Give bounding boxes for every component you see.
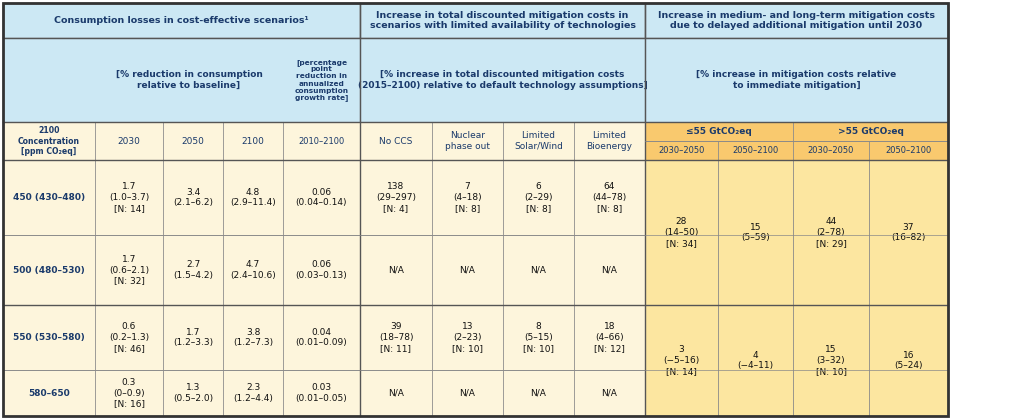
- Text: 44
(2–78)
[N: 29]: 44 (2–78) [N: 29]: [815, 217, 846, 248]
- Bar: [645, 370, 718, 416]
- Bar: [793, 305, 869, 370]
- Bar: [718, 305, 793, 416]
- Bar: [645, 141, 718, 160]
- Text: >55 GtCO₂eq: >55 GtCO₂eq: [838, 127, 904, 136]
- Bar: [360, 370, 432, 416]
- Bar: [96, 160, 163, 235]
- Bar: [163, 305, 223, 370]
- Bar: [163, 160, 223, 235]
- Text: 13
(2–23)
[N: 10]: 13 (2–23) [N: 10]: [452, 322, 483, 353]
- Text: 500 (480–530): 500 (480–530): [13, 266, 85, 274]
- Text: 450 (430–480): 450 (430–480): [13, 193, 85, 202]
- Bar: [3, 3, 360, 38]
- Text: 39
(18–78)
[N: 11]: 39 (18–78) [N: 11]: [379, 322, 413, 353]
- Bar: [223, 305, 283, 370]
- Text: 2030–2050: 2030–2050: [808, 146, 854, 155]
- Text: N/A: N/A: [459, 266, 476, 274]
- Text: 4
(−4–11): 4 (−4–11): [737, 351, 773, 370]
- Text: 1.7
(0.6–2.1)
[N: 32]: 1.7 (0.6–2.1) [N: 32]: [109, 255, 149, 285]
- Bar: [869, 141, 948, 160]
- Text: 2.3
(1.2–4.4): 2.3 (1.2–4.4): [233, 383, 273, 403]
- Text: 0.04
(0.01–0.09): 0.04 (0.01–0.09): [296, 328, 347, 347]
- Bar: [3, 370, 96, 416]
- Text: 550 (530–580): 550 (530–580): [13, 333, 85, 342]
- Bar: [3, 160, 96, 235]
- Text: 1.7
(1.2–3.3): 1.7 (1.2–3.3): [173, 328, 213, 347]
- Bar: [503, 122, 574, 160]
- Text: N/A: N/A: [531, 266, 546, 274]
- Bar: [503, 160, 574, 235]
- Bar: [869, 160, 948, 305]
- Text: 3.4
(2.1–6.2): 3.4 (2.1–6.2): [173, 188, 213, 207]
- Bar: [360, 235, 432, 305]
- Bar: [432, 305, 503, 370]
- Bar: [283, 160, 360, 235]
- Text: No CCS: No CCS: [379, 137, 413, 145]
- Bar: [869, 305, 948, 370]
- Bar: [574, 370, 645, 416]
- Bar: [645, 160, 718, 235]
- Bar: [793, 305, 869, 416]
- Bar: [283, 122, 360, 160]
- Bar: [793, 160, 869, 235]
- Text: 2050–2100: 2050–2100: [885, 146, 931, 155]
- Text: 2030: 2030: [117, 137, 141, 145]
- Text: 2050–2100: 2050–2100: [732, 146, 778, 155]
- Text: N/A: N/A: [388, 266, 404, 274]
- Bar: [223, 122, 283, 160]
- Bar: [645, 235, 718, 305]
- Text: Limited
Solar/Wind: Limited Solar/Wind: [515, 131, 563, 151]
- Bar: [718, 370, 793, 416]
- Text: N/A: N/A: [602, 266, 617, 274]
- Bar: [718, 235, 793, 305]
- Text: 37
(16–82): 37 (16–82): [891, 222, 925, 242]
- Bar: [503, 235, 574, 305]
- Bar: [360, 160, 432, 235]
- Text: [% increase in total discounted mitigation costs
(2015–2100) relative to default: [% increase in total discounted mitigati…: [357, 70, 647, 90]
- Bar: [574, 305, 645, 370]
- Text: 580–650: 580–650: [28, 388, 70, 398]
- Text: 15
(5–59): 15 (5–59): [741, 222, 770, 242]
- Bar: [574, 235, 645, 305]
- Bar: [645, 305, 718, 370]
- Bar: [718, 160, 793, 235]
- Bar: [503, 370, 574, 416]
- Bar: [645, 160, 718, 305]
- Text: 2100: 2100: [241, 137, 264, 145]
- Bar: [3, 305, 96, 370]
- Bar: [96, 370, 163, 416]
- Text: 1.3
(0.5–2.0): 1.3 (0.5–2.0): [173, 383, 213, 403]
- Bar: [574, 160, 645, 235]
- Text: 18
(4–66)
[N: 12]: 18 (4–66) [N: 12]: [594, 322, 625, 353]
- Bar: [163, 370, 223, 416]
- Text: 64
(44–78)
[N: 8]: 64 (44–78) [N: 8]: [593, 182, 626, 213]
- Text: 16
(5–24): 16 (5–24): [895, 351, 922, 370]
- Bar: [96, 235, 163, 305]
- Bar: [793, 141, 869, 160]
- Bar: [3, 235, 96, 305]
- Text: [% increase in mitigation costs relative
to immediate mitigation]: [% increase in mitigation costs relative…: [696, 70, 897, 90]
- Text: 2010–2100: 2010–2100: [299, 137, 345, 145]
- Bar: [96, 305, 163, 370]
- Bar: [223, 235, 283, 305]
- Text: 0.3
(0–0.9)
[N: 16]: 0.3 (0–0.9) [N: 16]: [113, 378, 145, 408]
- Bar: [96, 122, 163, 160]
- Text: 6
(2–29)
[N: 8]: 6 (2–29) [N: 8]: [524, 182, 553, 213]
- Text: 0.06
(0.04–0.14): 0.06 (0.04–0.14): [296, 188, 347, 207]
- Text: 1.7
(1.0–3.7)
[N: 14]: 1.7 (1.0–3.7) [N: 14]: [109, 182, 149, 213]
- Text: 0.06
(0.03–0.13): 0.06 (0.03–0.13): [296, 260, 347, 280]
- Bar: [223, 370, 283, 416]
- Text: N/A: N/A: [602, 388, 617, 398]
- Bar: [432, 235, 503, 305]
- Text: N/A: N/A: [388, 388, 404, 398]
- Text: 15
(3–32)
[N: 10]: 15 (3–32) [N: 10]: [815, 345, 846, 376]
- Bar: [869, 370, 948, 416]
- Bar: [645, 122, 793, 141]
- Text: Increase in medium- and long-term mitigation costs
due to delayed additional mit: Increase in medium- and long-term mitiga…: [658, 10, 935, 30]
- Bar: [360, 38, 645, 122]
- Text: 8
(5–15)
[N: 10]: 8 (5–15) [N: 10]: [523, 322, 554, 353]
- Text: 3
(−5–16)
[N: 14]: 3 (−5–16) [N: 14]: [663, 345, 699, 376]
- Text: 4.8
(2.9–11.4): 4.8 (2.9–11.4): [230, 188, 276, 207]
- Bar: [718, 141, 793, 160]
- Bar: [503, 305, 574, 370]
